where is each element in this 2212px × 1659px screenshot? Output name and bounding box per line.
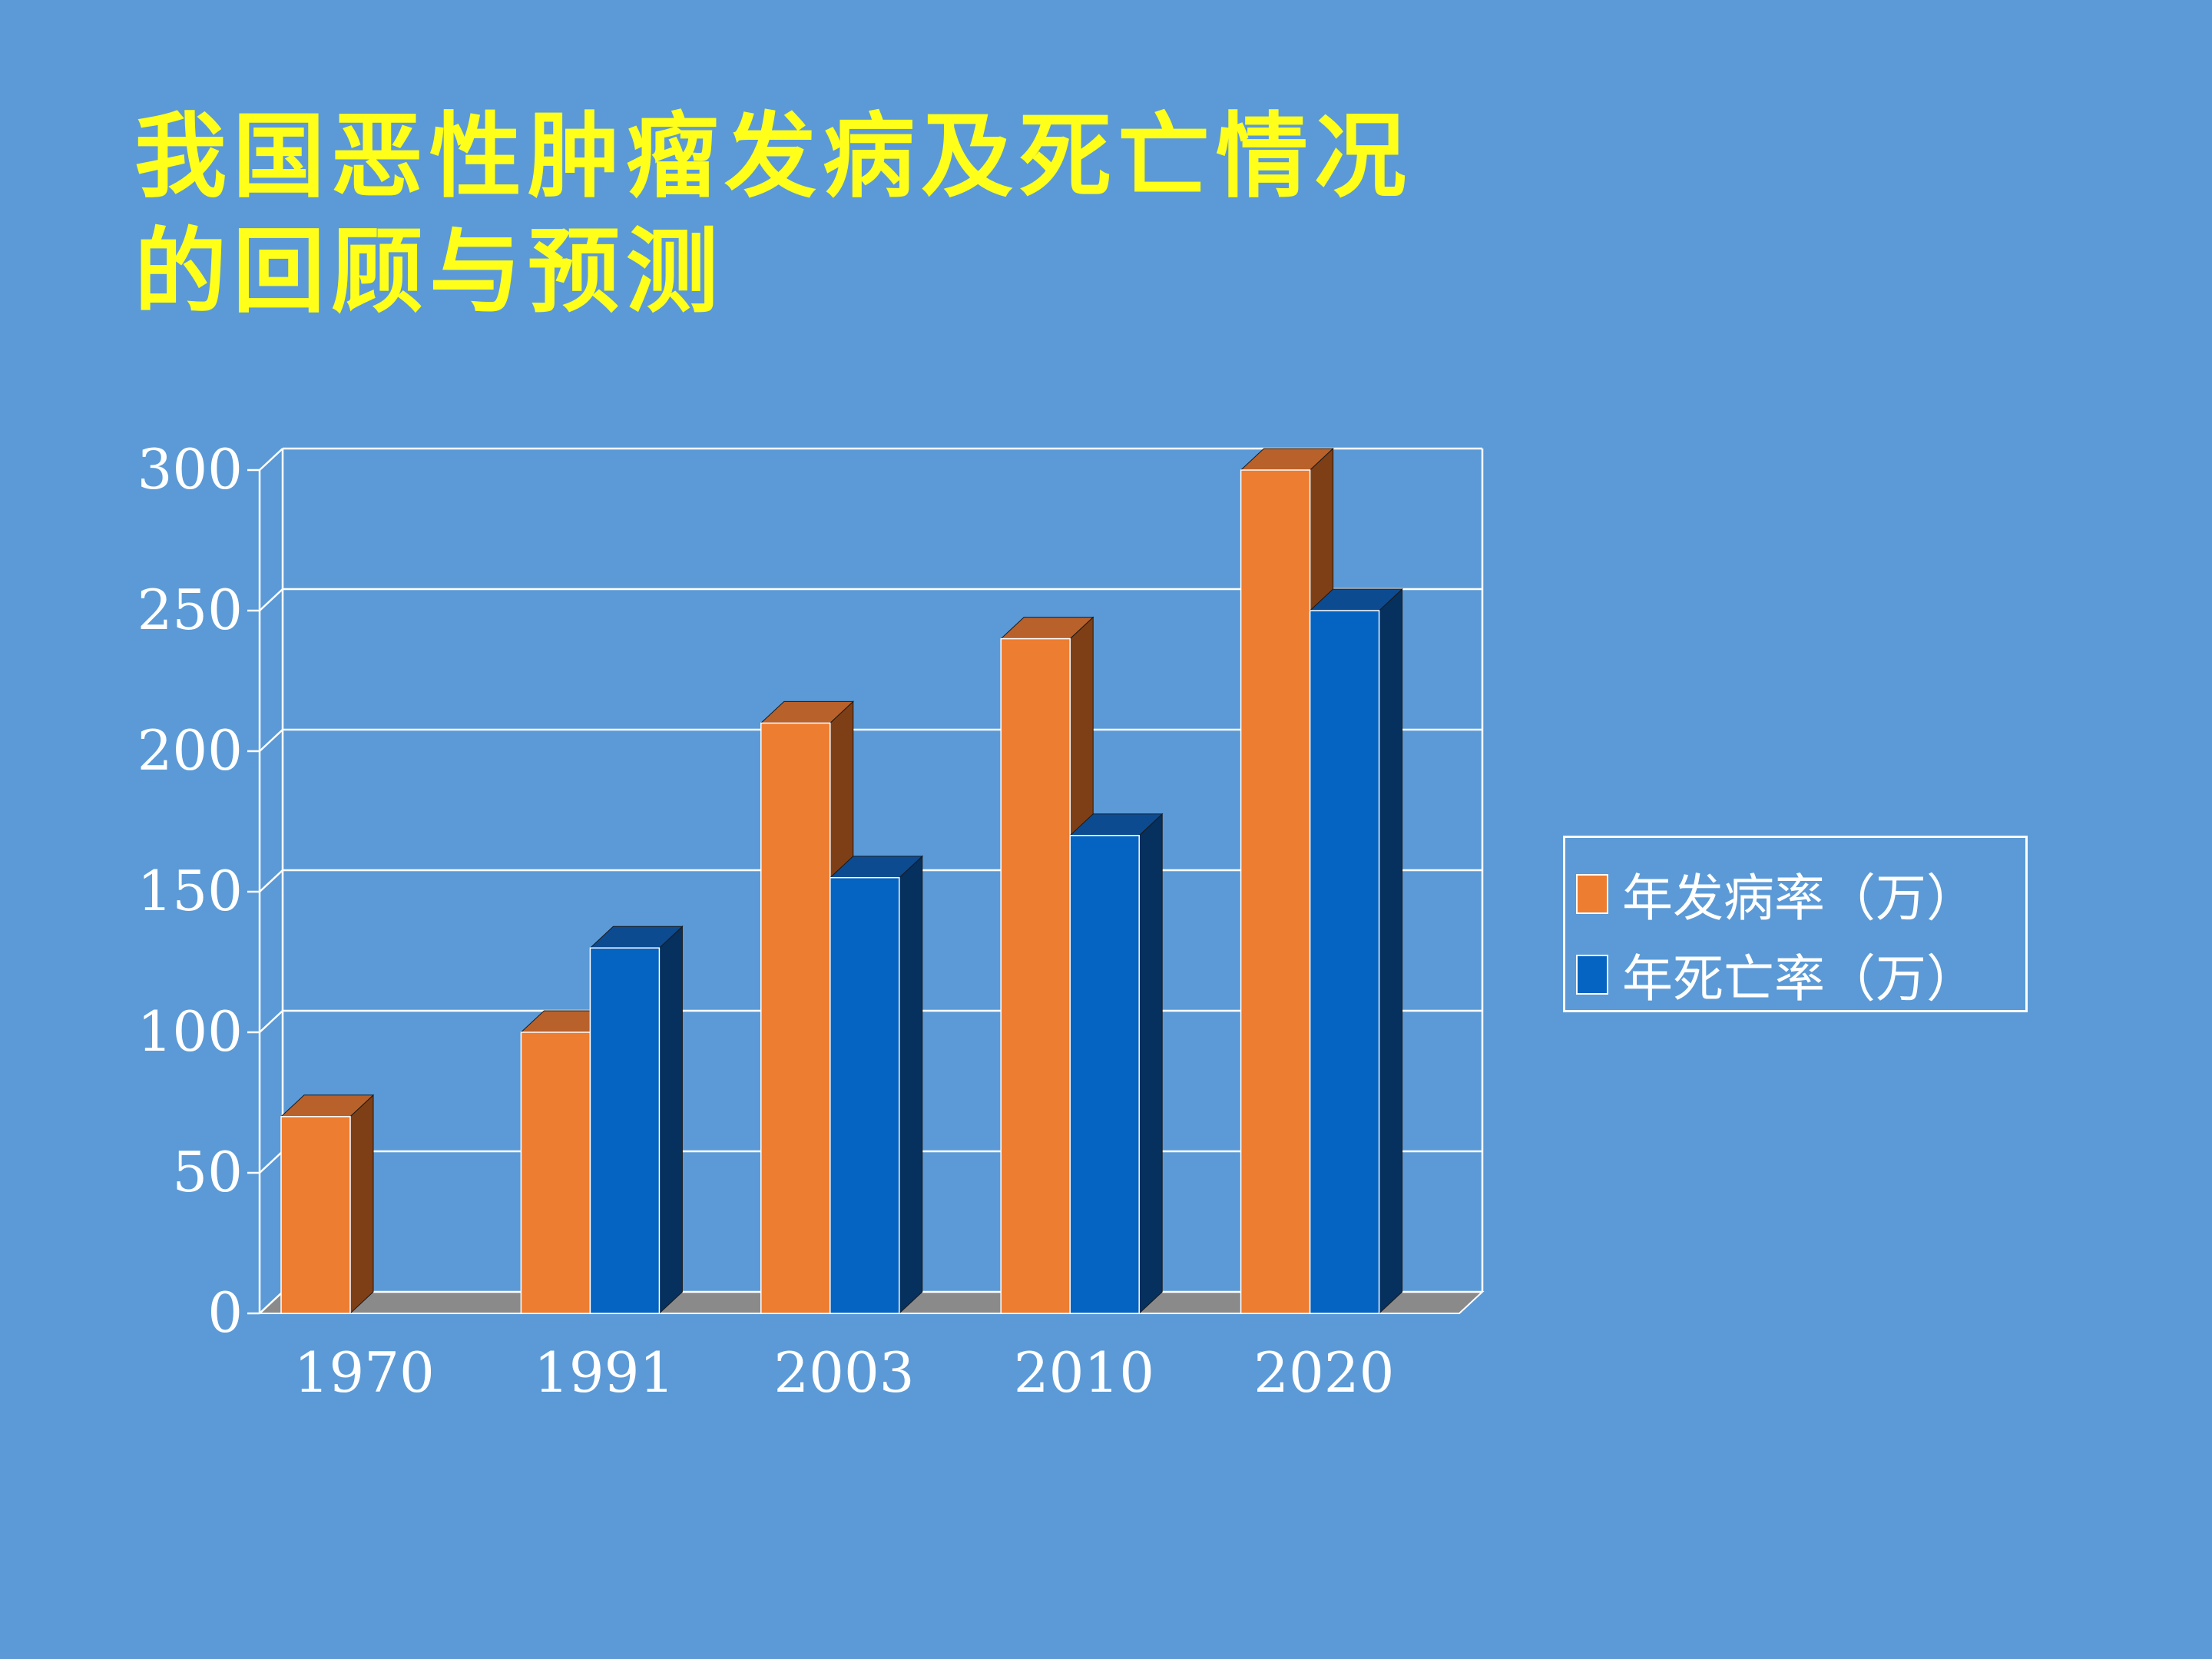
bar-mortality-2003 [830,876,900,1314]
side-gridline [259,1151,283,1174]
bar-mortality-2003-side [899,855,923,1315]
title-line-1: 我国恶性肿瘤发病及死亡情况 [134,104,1412,210]
bar-mortality-2020-side [1379,588,1403,1315]
bar-mortality-2010 [1069,835,1140,1314]
legend: 年发病率（万） 年死亡率（万） [1563,836,2028,1012]
chart-title: 我国恶性肿瘤发病及死亡情况 的回顾与预测 [134,100,1412,330]
y-tick-label: 0 [207,1280,243,1345]
bar-incidence-2020 [1240,469,1311,1314]
legend-item-mortality: 年死亡率（万） [1576,934,2025,1015]
legend-swatch-mortality [1576,954,1608,995]
bar-incidence-1970-side [349,1094,374,1315]
side-gridline [259,869,283,892]
bar-mortality-2010-side [1138,813,1163,1315]
y-tick-label: 300 [137,437,243,502]
bar-incidence-1970 [280,1116,351,1314]
side-gridline [259,729,283,752]
x-tick-label: 2020 [1253,1340,1394,1405]
legend-label-incidence: 年发病率（万） [1622,868,1977,928]
legend-label-mortality: 年死亡率（万） [1622,949,1977,1008]
x-tick-label: 1970 [294,1340,435,1405]
bar-mortality-1991-side [658,926,683,1315]
side-gridline [259,448,283,471]
y-tick-label: 50 [172,1140,243,1204]
bar-incidence-2003 [760,722,831,1314]
side-gridline [259,588,283,611]
y-tick-label: 100 [137,999,243,1064]
x-tick-label: 1991 [534,1340,674,1405]
bar-mortality-1991 [589,947,661,1314]
side-gridline [259,1291,283,1314]
bar-incidence-2010 [1000,637,1071,1314]
side-gridline [259,1010,283,1033]
y-tick-label: 200 [137,718,243,783]
y-tick-label: 150 [137,859,243,923]
legend-swatch-incidence [1576,873,1608,914]
x-tick-label: 2010 [1014,1340,1154,1405]
y-tick-label: 250 [137,578,243,642]
bar-incidence-1991 [520,1031,591,1314]
x-tick-label: 2003 [773,1340,914,1405]
legend-item-incidence: 年发病率（万） [1576,853,2025,934]
title-line-2: 的回顾与预测 [134,219,724,326]
bar-mortality-2020 [1309,610,1380,1314]
